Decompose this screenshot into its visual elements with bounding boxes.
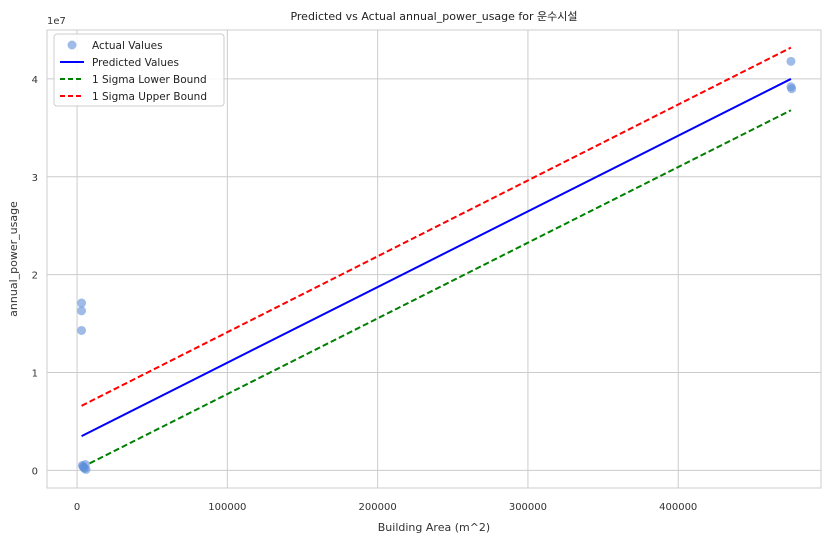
legend-label: 1 Sigma Lower Bound: [92, 74, 207, 86]
series-line: [81, 46, 792, 407]
y-axis-title: annual_power_usage: [7, 201, 20, 317]
actual-point: [787, 84, 797, 94]
actual-point: [77, 325, 87, 335]
x-tick-label: 400000: [659, 502, 697, 513]
y-tick-label: 3: [32, 173, 38, 184]
legend-marker: [67, 40, 77, 50]
x-tick-labels: 0 100000 200000 300000 400000: [74, 502, 697, 513]
series-line: [81, 78, 792, 438]
actual-point: [78, 461, 88, 471]
legend: Actual Values Predicted Values 1 Sigma Low…: [53, 33, 225, 107]
series-lines: [81, 46, 792, 469]
x-tick-label: 0: [74, 502, 80, 513]
legend-label: Actual Values: [92, 40, 163, 52]
y-multiplier-label: 1e7: [47, 16, 66, 27]
x-tick-label: 100000: [208, 502, 246, 513]
legend-label: 1 Sigma Upper Bound: [92, 91, 207, 103]
y-tick-label: 4: [32, 75, 38, 86]
x-tick-label: 200000: [359, 502, 397, 513]
legend-box: [53, 33, 225, 107]
actual-points: [77, 56, 797, 474]
actual-point: [786, 56, 796, 66]
series-line: [81, 109, 792, 469]
y-tick-label: 2: [32, 271, 38, 282]
actual-point: [77, 306, 87, 316]
grid: [47, 30, 821, 488]
y-tick-label: 1: [32, 369, 38, 380]
legend-label: Predicted Values: [92, 57, 179, 69]
plot-area: [46, 29, 822, 489]
x-tick-label: 300000: [509, 502, 547, 513]
plot-frame: [46, 29, 822, 489]
chart-title: Predicted vs Actual annual_power_usage f…: [290, 10, 577, 23]
y-tick-labels: 0 1 2 3 4: [32, 75, 38, 477]
actual-point: [77, 298, 87, 308]
y-tick-label: 0: [32, 466, 38, 477]
x-axis-title: Building Area (m^2): [378, 521, 490, 534]
